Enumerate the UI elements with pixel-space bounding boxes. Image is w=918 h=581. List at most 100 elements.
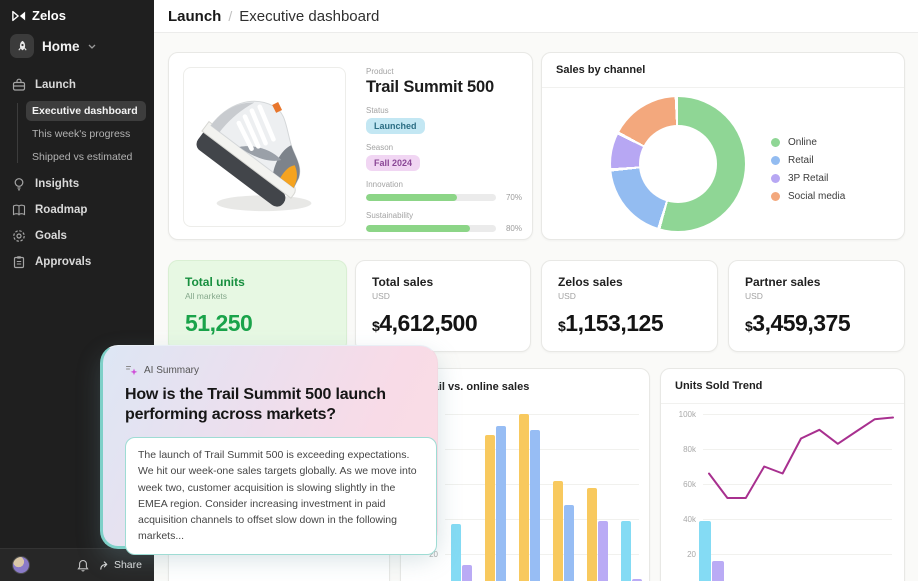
metric-label: Innovation [366, 180, 403, 189]
currency-symbol: $ [372, 318, 380, 334]
bar-purple [712, 561, 724, 581]
bar-blue [564, 505, 574, 581]
bar-cyan [699, 520, 711, 581]
progress-fill [366, 225, 470, 232]
map-icon [12, 203, 26, 217]
workspace-switcher[interactable]: Home [10, 34, 96, 58]
clipboard-icon [12, 255, 26, 269]
units-sold-trend-card: Units Sold Trend 20 40k 60k 80k 100k [660, 368, 905, 581]
sidebar-subitem-executive-dashboard[interactable]: Executive dashboard [26, 101, 146, 121]
bar-cyan [621, 520, 631, 581]
stat-subtitle: All markets [185, 291, 228, 301]
breadcrumb-section[interactable]: Launch [168, 7, 222, 25]
legend-dot [771, 173, 780, 183]
gridline [445, 519, 639, 520]
ai-sparkle-icon [125, 365, 138, 376]
sidebar: Zelos Home Launch Executive dashboard This… [0, 0, 154, 581]
sidebar-nav: Launch Executive dashboard This week's pro… [0, 72, 154, 275]
share-button[interactable]: Share [99, 559, 142, 571]
stat-title: Partner sales [745, 275, 821, 289]
progress-fill [366, 194, 457, 201]
ai-answer: The launch of Trail Summit 500 is exceed… [125, 437, 437, 555]
bar-blue [496, 426, 506, 581]
sidebar-item-approvals[interactable]: Approvals [0, 249, 154, 275]
sidebar-item-label: Launch [35, 79, 76, 91]
gridline [703, 449, 892, 450]
gridline [445, 414, 639, 415]
app-logo-text: Zelos [32, 8, 66, 23]
stat-subtitle: USD [372, 291, 390, 301]
stat-value: $4,612,500 [372, 310, 478, 336]
trend-line [708, 416, 894, 499]
sidebar-subitem-shipped-vs-estimated[interactable]: Shipped vs estimated [32, 151, 133, 163]
y-axis-tick: 60k [683, 480, 696, 489]
page-title: Executive dashboard [239, 7, 380, 25]
gridline [445, 484, 639, 485]
progress-track [366, 194, 496, 201]
status-label: Status [366, 106, 389, 115]
y-axis-tick: 20 [429, 550, 438, 559]
bar-purple [632, 578, 642, 581]
stat-title: Total sales [372, 275, 434, 289]
gridline [703, 414, 892, 415]
stat-title: Total units [185, 275, 245, 289]
bar-purple [462, 564, 472, 581]
avatar[interactable] [12, 556, 30, 574]
retail-vs-online-card: Retail vs. online sales 20406080100 [400, 368, 650, 581]
stat-subtitle: USD [745, 291, 763, 301]
progress-track [366, 225, 496, 232]
sidebar-item-launch[interactable]: Launch [0, 72, 154, 98]
currency-symbol: $ [558, 318, 566, 334]
product-metrics: Innovation 70% Sustainability 80% [366, 180, 522, 233]
product-name: Trail Summit 500 [366, 78, 494, 96]
bar-yellow [587, 487, 597, 581]
legend-dot [771, 191, 780, 201]
stat-value: $3,459,375 [745, 310, 851, 336]
sidebar-subitem-this-week-s-progress[interactable]: This week's progress [32, 128, 131, 140]
metric-bar: 80% [366, 224, 522, 233]
bar-blue [530, 429, 540, 581]
bar-yellow [519, 414, 529, 581]
sidebar-item-goals[interactable]: Goals [0, 223, 154, 249]
legend-dot [771, 137, 780, 147]
app-logo[interactable]: Zelos [12, 8, 66, 23]
chart-title: Units Sold Trend [661, 369, 904, 404]
notifications-icon[interactable] [77, 559, 89, 572]
gridline [445, 449, 639, 450]
gridline [703, 554, 892, 555]
product-label: Product [366, 67, 394, 76]
sidebar-item-roadmap[interactable]: Roadmap [0, 197, 154, 223]
legend-item: Social media [771, 187, 845, 205]
legend-item: 3P Retail [771, 169, 845, 187]
chevron-down-icon [88, 44, 95, 49]
legend-label: Retail [788, 154, 814, 166]
stat-card-partner-sales: Partner sales USD $3,459,375 [728, 260, 905, 352]
gridline [703, 484, 892, 485]
currency-symbol: $ [745, 318, 753, 334]
stat-subtitle: USD [558, 291, 576, 301]
bar-yellow [485, 435, 495, 581]
season-label: Season [366, 143, 394, 152]
ai-question: How is the Trail Summit 500 launch perfo… [125, 386, 386, 423]
subnav-guide-line [17, 103, 18, 163]
product-image [183, 67, 346, 227]
chart-legend: Online Retail 3P Retail Social media [771, 133, 845, 205]
metric-bar: 70% [366, 193, 522, 202]
metric-label: Sustainability [366, 211, 414, 220]
sidebar-footer: Share [0, 548, 154, 581]
ai-summary-label: AI Summary [144, 365, 200, 376]
sidebar-item-insights[interactable]: Insights [0, 171, 154, 197]
y-axis-tick: 20 [687, 550, 696, 559]
ai-summary-card: AI Summary How is the Trail Summit 500 l… [100, 345, 438, 555]
stat-card-zelos-sales: Zelos sales USD $1,153,125 [541, 260, 718, 352]
bar-purple [598, 520, 608, 581]
sidebar-item-label: Approvals [35, 256, 92, 268]
share-icon [100, 560, 108, 570]
line-chart: 20 40k 60k 80k 100k [661, 369, 904, 581]
zelos-logo-icon [12, 10, 26, 21]
lightbulb-icon [12, 177, 26, 191]
season-badge: Fall 2024 [366, 155, 421, 171]
workspace-label: Home [42, 38, 80, 54]
stat-card-total-units: Total units All markets 51,250 [168, 260, 347, 352]
